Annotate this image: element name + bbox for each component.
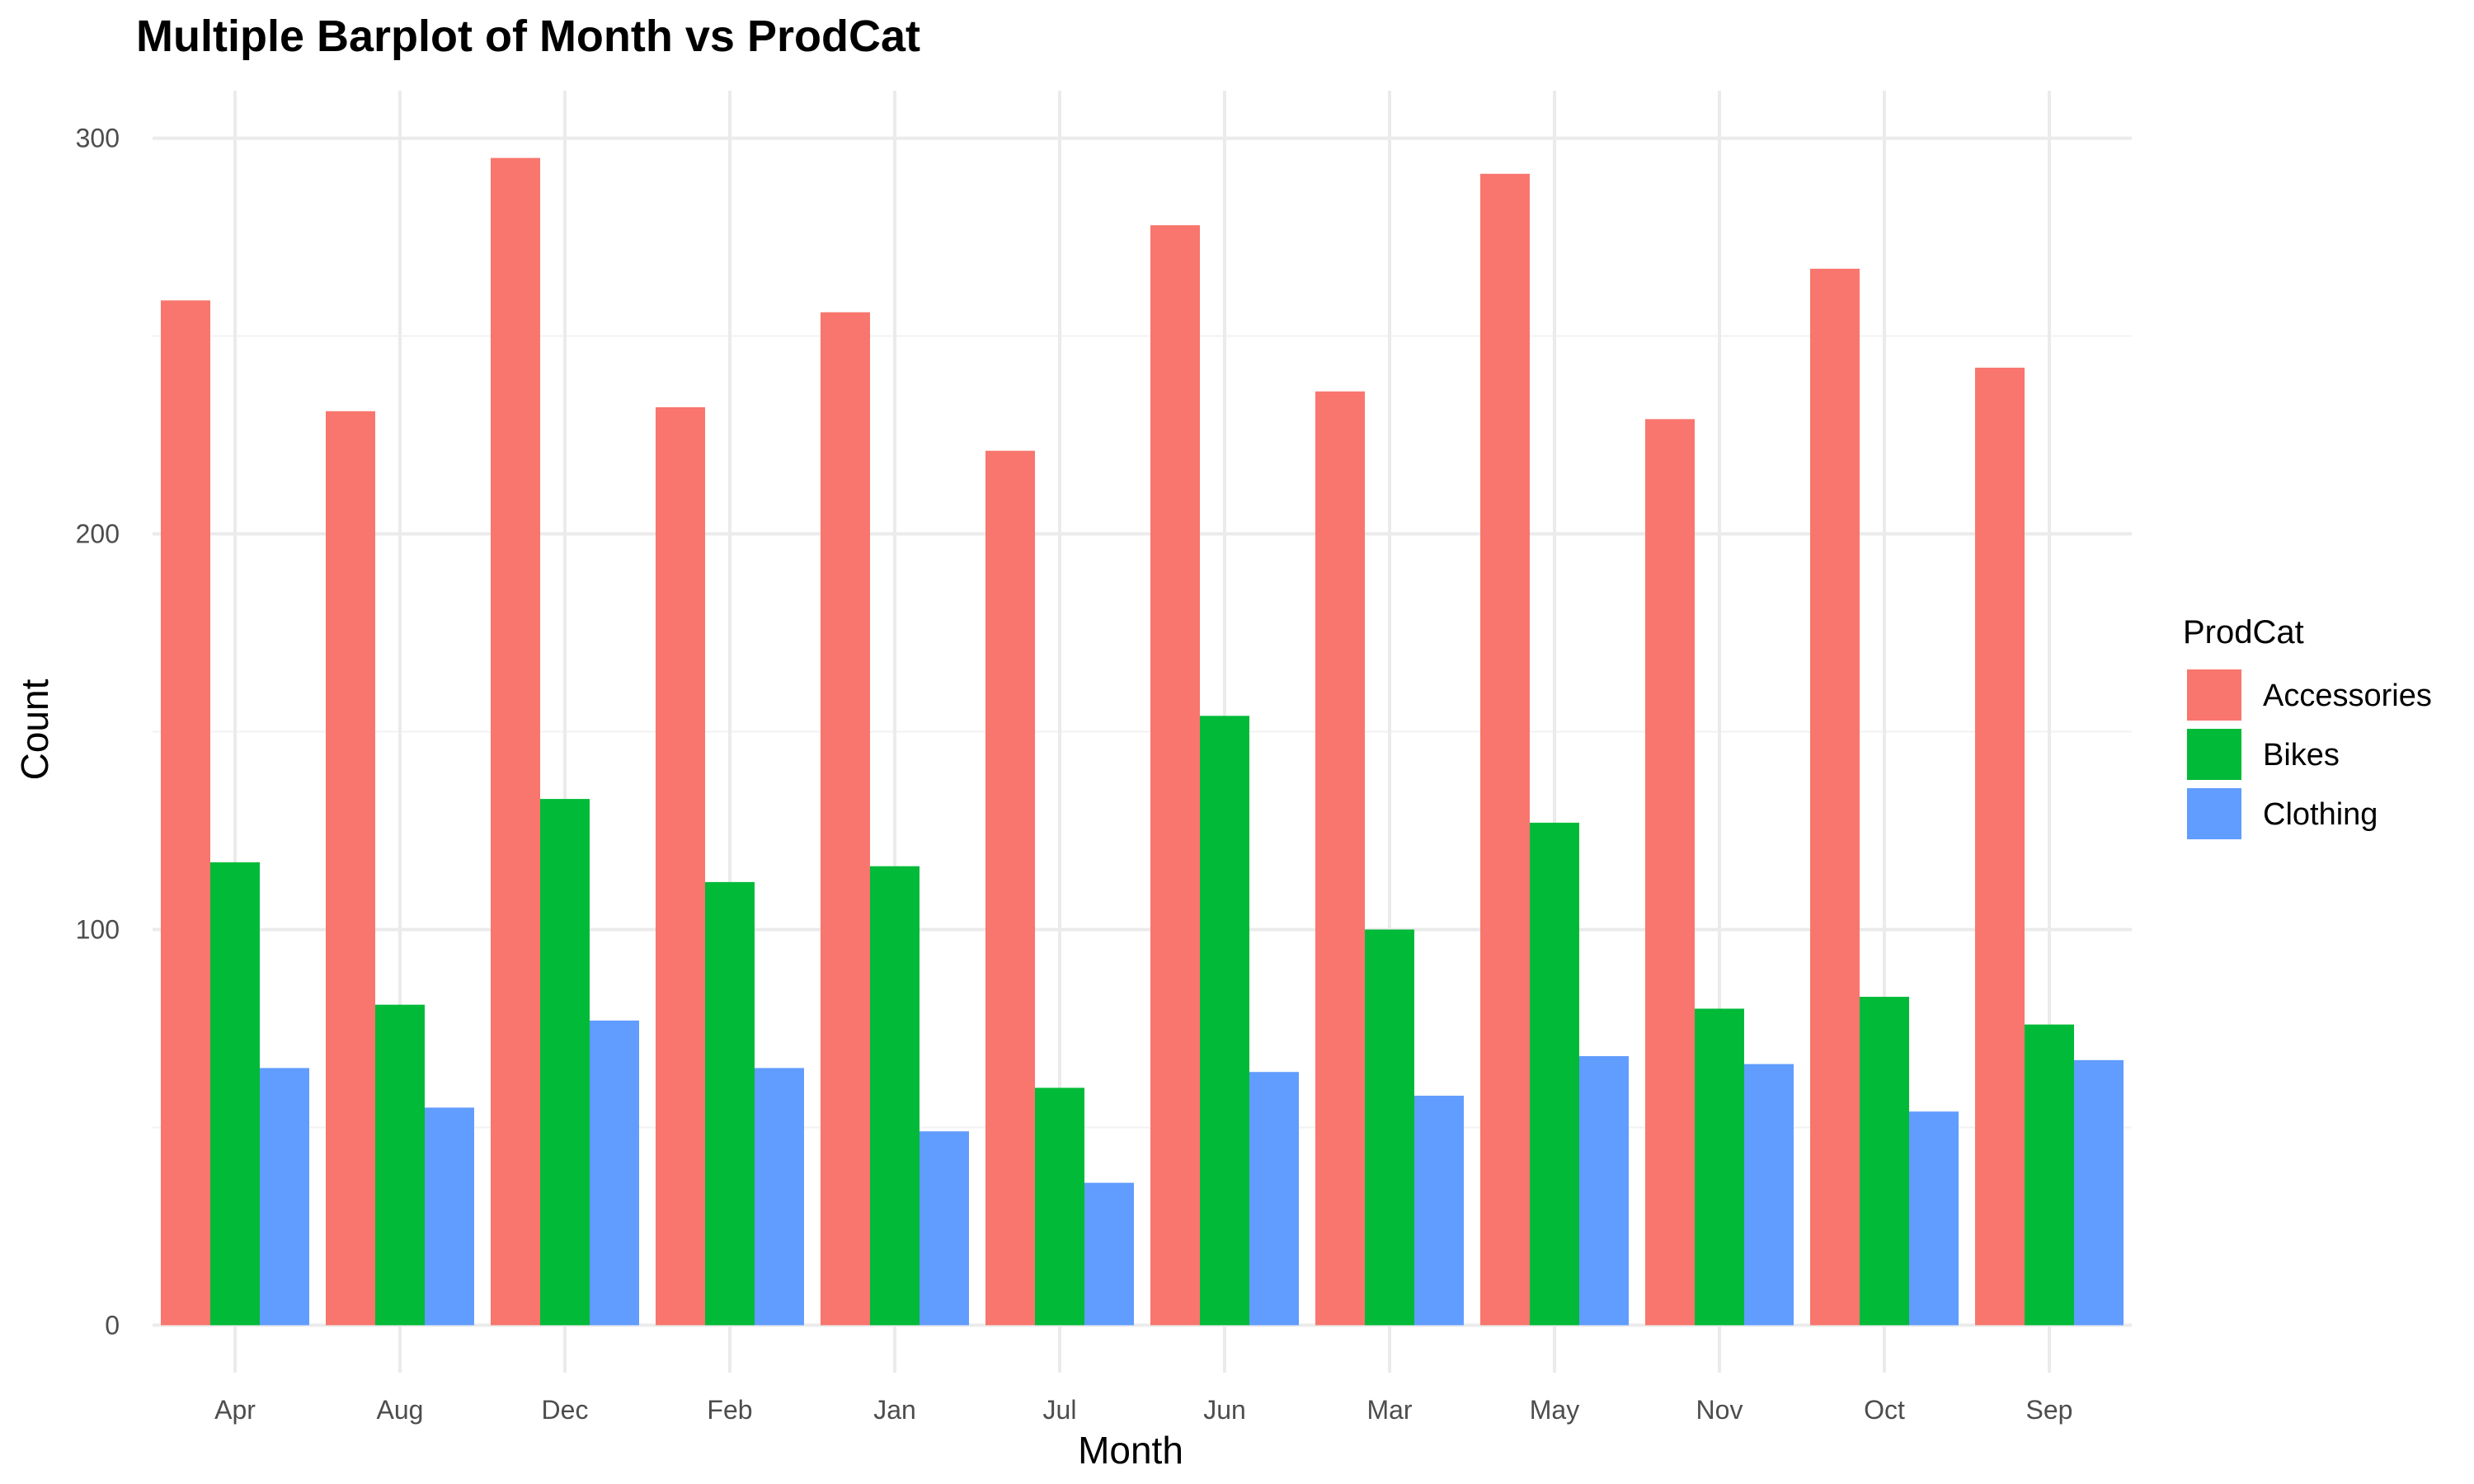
bar-clothing-feb [755,1068,804,1326]
bars [161,157,2124,1326]
y-tick-label: 100 [76,914,120,944]
x-tick-label: Jul [1043,1395,1077,1425]
bar-clothing-mar [1414,1096,1464,1326]
bar-bikes-sep [2025,1024,2074,1326]
bar-accessories-may [1480,173,1530,1326]
bar-bikes-jul [1035,1087,1084,1326]
bar-bikes-dec [540,799,590,1326]
bar-accessories-apr [161,300,210,1326]
x-tick-label: Apr [214,1395,256,1425]
x-tick-label: Mar [1366,1395,1412,1425]
bar-accessories-feb [656,406,705,1326]
x-tick-label: Oct [1864,1395,1905,1425]
bar-clothing-aug [425,1107,474,1326]
bar-bikes-jun [1200,716,1249,1326]
bar-clothing-dec [590,1020,639,1326]
y-axis: 0 100 200 300 [76,124,120,1341]
x-tick-label: Nov [1696,1395,1743,1425]
y-tick-label: 200 [76,519,120,549]
bar-bikes-feb [705,881,755,1326]
x-axis-title: Month [1078,1429,1183,1472]
bar-clothing-sep [2074,1059,2124,1326]
bar-clothing-jun [1249,1072,1299,1326]
bar-accessories-mar [1315,391,1365,1326]
bar-accessories-jun [1150,225,1200,1326]
legend-label-accessories: Accessories [2263,679,2432,713]
x-tick-label: Aug [377,1395,424,1425]
y-tick-label: 0 [105,1310,120,1340]
y-tick-label: 300 [76,124,120,153]
legend-label-clothing: Clothing [2263,797,2378,832]
x-tick-label: Feb [707,1395,752,1425]
x-tick-label: Jun [1203,1395,1246,1425]
legend-key-bikes [2187,729,2241,780]
legend-label-bikes: Bikes [2263,738,2340,773]
bar-clothing-nov [1744,1064,1794,1326]
bar-accessories-jan [821,312,870,1326]
legend: ProdCat Accessories Bikes Clothing [2183,614,2432,839]
bar-bikes-mar [1365,929,1414,1326]
bar-clothing-oct [1909,1111,1959,1326]
bar-clothing-may [1579,1056,1629,1326]
x-tick-label: Jan [873,1395,916,1425]
bar-accessories-jul [985,450,1035,1326]
bar-accessories-oct [1810,268,1860,1326]
bar-bikes-may [1530,822,1579,1326]
bar-accessories-aug [326,411,375,1326]
x-tick-label: May [1530,1395,1579,1425]
bar-bikes-apr [210,862,260,1326]
bar-bikes-nov [1695,1008,1744,1326]
bar-clothing-jan [920,1131,969,1326]
bar-accessories-dec [491,157,540,1326]
legend-key-clothing [2187,788,2241,839]
bar-bikes-aug [375,1004,425,1326]
bar-accessories-sep [1975,367,2025,1326]
bar-clothing-apr [260,1068,309,1326]
bar-bikes-jan [870,866,920,1326]
y-axis-title: Count [13,679,56,780]
bar-clothing-jul [1084,1182,1134,1326]
legend-title: ProdCat [2183,614,2304,650]
chart-title: Multiple Barplot of Month vs ProdCat [136,12,920,61]
x-tick-label: Sep [2026,1395,2073,1425]
legend-items: Accessories Bikes Clothing [2187,669,2432,839]
x-axis: Apr Aug Dec Feb Jan Jul Jun Mar May Nov Oct Sep [214,1395,2072,1425]
bar-bikes-oct [1860,997,1909,1326]
legend-key-accessories [2187,669,2241,721]
x-tick-label: Dec [542,1395,589,1425]
bar-accessories-nov [1645,419,1695,1326]
